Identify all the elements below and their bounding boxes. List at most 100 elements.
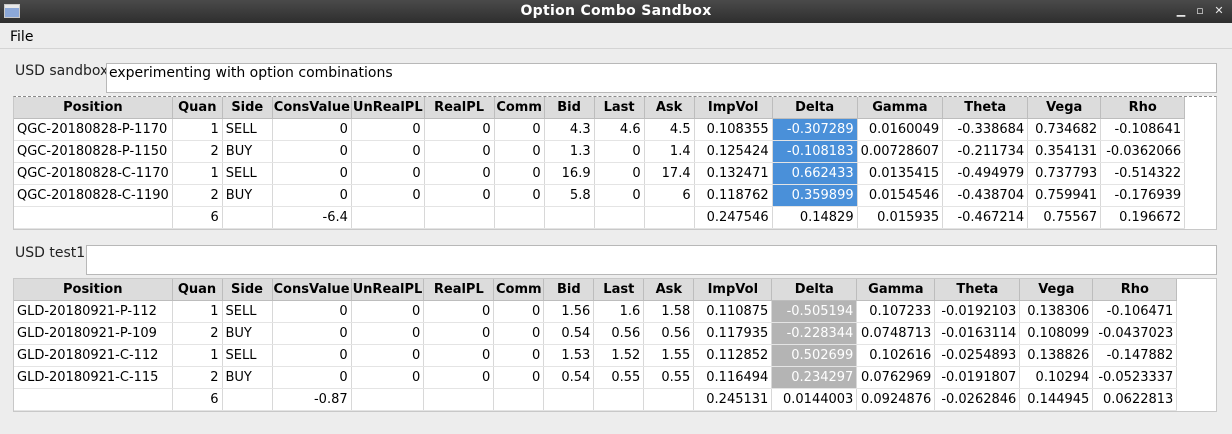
column-header-vega[interactable]: Vega	[1027, 97, 1102, 119]
column-header-realpl[interactable]: RealPL	[423, 279, 495, 301]
close-icon[interactable]: ✕	[1214, 4, 1224, 17]
cell-rho[interactable]: -0.0362066	[1100, 140, 1186, 163]
cell-consvalue[interactable]: 0	[272, 140, 352, 163]
column-header-position[interactable]: Position	[14, 97, 173, 119]
cell-comm[interactable]: 0	[494, 118, 545, 141]
cell-comm[interactable]: 0	[494, 184, 545, 207]
cell-consvalue[interactable]: 0	[272, 162, 352, 185]
cell-consvalue[interactable]: 0	[272, 322, 352, 345]
cell-quan[interactable]: 1	[172, 344, 223, 367]
cell-delta[interactable]: 0.359899	[772, 184, 858, 207]
column-header-impvol[interactable]: ImpVol	[693, 279, 773, 301]
cell-bid[interactable]: 5.8	[544, 184, 595, 207]
cell-last[interactable]: 0	[594, 184, 645, 207]
column-header-vega[interactable]: Vega	[1019, 279, 1094, 301]
column-header-bid[interactable]: Bid	[544, 97, 595, 119]
cell-vega[interactable]: 0.759941	[1027, 184, 1102, 207]
cell-impvol[interactable]: 0.117935	[693, 322, 773, 345]
cell-theta[interactable]: -0.494979	[942, 162, 1029, 185]
cell-unrealpl[interactable]: 0	[351, 344, 425, 367]
cell-last[interactable]: 1.52	[593, 344, 645, 367]
cell-vega[interactable]: 0.354131	[1027, 140, 1102, 163]
cell-theta[interactable]: -0.0192103	[934, 300, 1021, 323]
column-header-unrealpl[interactable]: UnRealPL	[351, 279, 425, 301]
cell-vega[interactable]: 0.734682	[1027, 118, 1102, 141]
column-header-ask[interactable]: Ask	[643, 279, 695, 301]
cell-position[interactable]: GLD-20180921-P-112	[14, 300, 173, 323]
cell-comm[interactable]: 0	[493, 366, 545, 389]
cell-unrealpl[interactable]: 0	[351, 322, 425, 345]
cell-position[interactable]: QGC-20180828-P-1150	[14, 140, 173, 163]
cell-realpl[interactable]: 0	[424, 118, 495, 141]
cell-rho[interactable]: -0.176939	[1100, 184, 1186, 207]
cell-gamma[interactable]: 0.0748713	[856, 322, 936, 345]
table-row[interactable]: GLD-20180921-C-112 1 SELL 0 0 0 0 1.53 1.52 1.55 0…	[14, 344, 1178, 367]
cell-bid[interactable]: 1.56	[543, 300, 595, 323]
column-header-bid[interactable]: Bid	[543, 279, 595, 301]
cell-unrealpl[interactable]: 0	[351, 140, 425, 163]
column-header-gamma[interactable]: Gamma	[857, 97, 944, 119]
cell-gamma[interactable]: 0.0135415	[857, 162, 944, 185]
positions-table-usd-sandbox[interactable]: Position Quan Side ConsValue UnRealPL RealPL C…	[13, 96, 1217, 230]
column-header-consvalue[interactable]: ConsValue	[272, 97, 352, 119]
column-header-consvalue[interactable]: ConsValue	[272, 279, 352, 301]
cell-consvalue[interactable]: 0	[272, 344, 352, 367]
table-row[interactable]: GLD-20180921-C-115 2 BUY 0 0 0 0 0.54 0.55 0.55 0.…	[14, 366, 1178, 389]
column-header-last[interactable]: Last	[594, 97, 645, 119]
cell-gamma[interactable]: 0.102616	[856, 344, 936, 367]
minimize-icon[interactable]: ▁	[1176, 4, 1186, 17]
column-header-comm[interactable]: Comm	[494, 97, 545, 119]
cell-unrealpl[interactable]: 0	[351, 184, 425, 207]
cell-ask[interactable]: 6	[644, 184, 695, 207]
cell-ask[interactable]: 0.55	[643, 366, 695, 389]
table-row[interactable]: GLD-20180921-P-112 1 SELL 0 0 0 0 1.56 1.6 1.58 0.…	[14, 300, 1178, 323]
cell-realpl[interactable]: 0	[423, 322, 495, 345]
cell-consvalue[interactable]: 0	[272, 118, 352, 141]
positions-table-usd-test1[interactable]: Position Quan Side ConsValue UnRealPL RealPL C…	[13, 278, 1217, 412]
cell-vega[interactable]: 0.138826	[1019, 344, 1094, 367]
cell-realpl[interactable]: 0	[423, 366, 495, 389]
cell-realpl[interactable]: 0	[424, 184, 495, 207]
cell-bid[interactable]: 0.54	[543, 366, 595, 389]
cell-realpl[interactable]: 0	[423, 300, 495, 323]
cell-theta[interactable]: -0.0163114	[934, 322, 1021, 345]
cell-impvol[interactable]: 0.118762	[694, 184, 773, 207]
cell-rho[interactable]: -0.147882	[1092, 344, 1178, 367]
cell-rho[interactable]: -0.0523337	[1092, 366, 1178, 389]
cell-comm[interactable]: 0	[494, 162, 545, 185]
cell-ask[interactable]: 4.5	[644, 118, 695, 141]
cell-position[interactable]: QGC-20180828-P-1170	[14, 118, 173, 141]
cell-last[interactable]: 0.55	[593, 366, 645, 389]
table-row[interactable]: GLD-20180921-P-109 2 BUY 0 0 0 0 0.54 0.56 0.56 0.…	[14, 322, 1178, 345]
column-header-delta[interactable]: Delta	[772, 97, 858, 119]
cell-realpl[interactable]: 0	[423, 344, 495, 367]
cell-rho[interactable]: -0.106471	[1092, 300, 1178, 323]
cell-vega[interactable]: 0.108099	[1019, 322, 1094, 345]
cell-side[interactable]: SELL	[222, 300, 273, 323]
cell-impvol[interactable]: 0.116494	[693, 366, 773, 389]
cell-rho[interactable]: -0.514322	[1100, 162, 1186, 185]
cell-vega[interactable]: 0.138306	[1019, 300, 1094, 323]
cell-side[interactable]: SELL	[222, 118, 273, 141]
cell-quan[interactable]: 2	[172, 366, 223, 389]
cell-rho[interactable]: -0.108641	[1100, 118, 1186, 141]
cell-quan[interactable]: 1	[172, 162, 223, 185]
cell-theta[interactable]: -0.211734	[942, 140, 1029, 163]
column-header-ask[interactable]: Ask	[644, 97, 695, 119]
cell-theta[interactable]: -0.338684	[942, 118, 1029, 141]
cell-delta[interactable]: -0.108183	[772, 140, 858, 163]
cell-side[interactable]: SELL	[222, 162, 273, 185]
cell-impvol[interactable]: 0.108355	[694, 118, 773, 141]
cell-realpl[interactable]: 0	[424, 140, 495, 163]
cell-delta[interactable]: 0.234297	[771, 366, 858, 389]
column-header-rho[interactable]: Rho	[1092, 279, 1178, 301]
column-header-realpl[interactable]: RealPL	[424, 97, 495, 119]
column-header-impvol[interactable]: ImpVol	[694, 97, 773, 119]
column-header-quan[interactable]: Quan	[172, 97, 223, 119]
cell-rho[interactable]: -0.0437023	[1092, 322, 1178, 345]
cell-last[interactable]: 0	[594, 162, 645, 185]
cell-comm[interactable]: 0	[493, 322, 545, 345]
table-row[interactable]: QGC-20180828-P-1150 2 BUY 0 0 0 0 1.3 0 1.4 0.1254…	[14, 140, 1186, 163]
cell-gamma[interactable]: 0.0160049	[857, 118, 944, 141]
cell-gamma[interactable]: 0.00728607	[857, 140, 944, 163]
